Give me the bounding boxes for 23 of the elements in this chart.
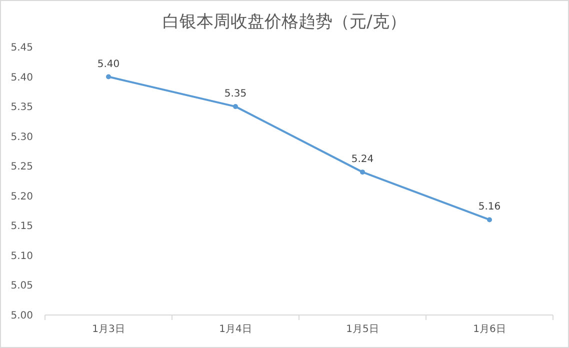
chart-title: 白银本周收盘价格趋势（元/克）: [162, 12, 406, 32]
y-tick-label: 5.40: [10, 72, 33, 84]
data-label: 5.40: [97, 58, 120, 70]
data-label: 5.35: [224, 88, 247, 100]
y-tick-label: 5.05: [10, 280, 33, 292]
y-tick-label: 5.10: [10, 250, 33, 262]
x-tick-label: 1月3日: [92, 324, 125, 335]
point: [106, 74, 111, 80]
point: [487, 217, 492, 222]
point: [233, 104, 238, 110]
point: [360, 170, 365, 175]
data-label: 5.24: [351, 154, 374, 166]
y-tick-label: 5.45: [10, 42, 33, 54]
x-tick-label: 1月4日: [219, 324, 252, 335]
y-tick-label: 5.35: [10, 102, 33, 114]
x-tick-label: 1月5日: [346, 324, 379, 335]
y-tick-label: 5.15: [10, 221, 33, 232]
y-tick-label: 5.20: [10, 191, 33, 202]
data-label: 5.16: [478, 202, 501, 213]
y-tick-label: 5.30: [10, 132, 33, 143]
y-tick-label: 5.25: [10, 162, 33, 173]
x-tick-label: 1月6日: [473, 324, 506, 335]
y-tick-label: 5.00: [10, 310, 33, 322]
